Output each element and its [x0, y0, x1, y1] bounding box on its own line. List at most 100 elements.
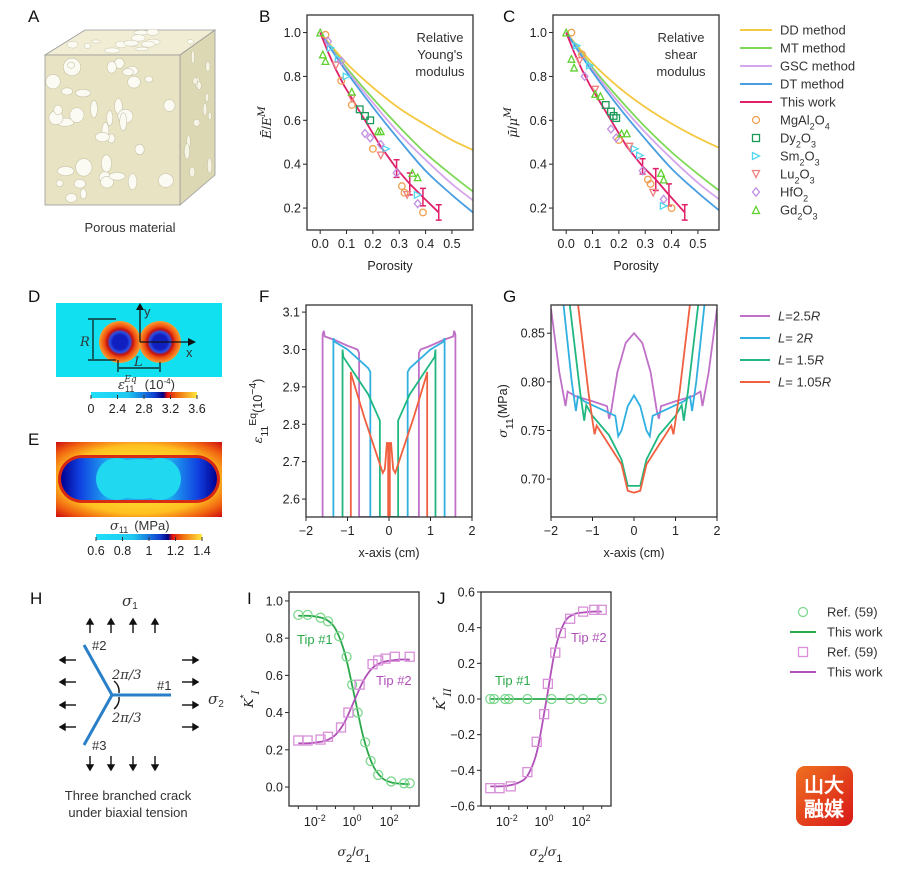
x-tick-label: 0.5: [443, 237, 460, 251]
label-part: Sm: [780, 149, 800, 164]
panel-letter-h: H: [30, 589, 42, 608]
pore: [73, 179, 86, 189]
label-part: σ: [529, 844, 538, 859]
legend-label: Ref. (59): [827, 645, 878, 660]
label-part: x-axis (cm): [358, 546, 419, 560]
data-point: [347, 87, 357, 96]
legend-moduli: DD method MT method GSC method DT method Thi…: [740, 23, 855, 222]
annotation-c-3: modulus: [656, 64, 706, 79]
watermark-text-1: 山大: [804, 773, 844, 797]
strain-colorbar-ticks: 0 2.4 2.8 3.2 3.6: [88, 395, 206, 416]
pore: [146, 28, 160, 36]
label-part: = 2: [785, 331, 803, 346]
annotation-j-tip2: Tip #2: [571, 630, 607, 645]
legend-label: Gd2O3: [780, 203, 818, 222]
data-point: [561, 27, 571, 37]
panel-letter-a: A: [28, 7, 40, 26]
label-part: ε: [250, 436, 265, 443]
data-point: [550, 647, 561, 658]
legend-marker-swatch: [751, 151, 761, 161]
error-bar: [652, 167, 659, 192]
arrow-head-icon: [128, 764, 138, 772]
series-line: [565, 32, 719, 200]
pore: [69, 107, 85, 123]
pore: [192, 77, 198, 85]
legend-marker-swatch: [751, 115, 761, 125]
data-point: [485, 693, 496, 705]
y-tick-label: 0.4: [266, 706, 283, 720]
label-part: I: [250, 689, 262, 695]
series-line: [321, 330, 457, 517]
data-point: [397, 182, 406, 191]
label-part: (MPa): [496, 384, 510, 418]
colorbar-tick-label: 0: [88, 402, 95, 416]
y-tick-label: 0.0: [266, 781, 283, 795]
label-part: 11: [259, 426, 271, 437]
pore: [189, 166, 196, 178]
data-point: [569, 62, 579, 72]
y-tick-label: 3.1: [283, 306, 300, 320]
pore: [127, 75, 141, 89]
arrow-head-icon: [150, 617, 160, 625]
series-line: [319, 32, 473, 193]
x-tick-label: −1: [340, 524, 354, 538]
tick-base: 10: [343, 815, 357, 829]
legend-label: Ref. (59): [827, 605, 878, 620]
arrow-head-icon: [58, 722, 66, 732]
legend-label: L=2.5R: [778, 309, 820, 324]
y-tick-label: 3.0: [283, 343, 300, 357]
x-tick-label: 0.2: [610, 237, 627, 251]
y-axis-label: σ11(MPa): [495, 384, 516, 437]
legend-label: MgAl2O4: [780, 113, 830, 132]
panel-letter-d: D: [28, 287, 40, 306]
pore: [60, 87, 74, 96]
x-tick-label: 0.0: [557, 237, 574, 251]
plot-area: [561, 27, 719, 221]
data-point: [555, 627, 566, 639]
series-line: [577, 305, 691, 494]
series-line: [565, 32, 719, 211]
crack-caption-line2: under biaxial tension: [68, 805, 187, 820]
y-tick-label: 0.75: [521, 424, 545, 438]
label-part: O: [815, 113, 825, 128]
data-point: [565, 613, 576, 624]
x-tick-label: 0.2: [364, 237, 381, 251]
data-point: [542, 678, 554, 689]
legend-marker-swatch: [797, 646, 809, 658]
charts: 0.0 0.1 0.2 0.3 0.4 0.5 0.2 0.4 0.6 0.8 1.0 Porosit…: [238, 14, 721, 865]
plot-frame: [552, 14, 720, 231]
pore: [207, 157, 213, 174]
plot-area: [485, 604, 607, 794]
data-point: [400, 188, 409, 197]
porous-material-caption: Porous material: [84, 220, 175, 235]
label-part: Lu: [780, 167, 794, 182]
data-point: [503, 693, 515, 705]
x-tick-label: 0.0: [311, 237, 328, 251]
y-tick-label: 0.70: [521, 473, 545, 487]
annotation-i-tip2: Tip #2: [376, 673, 412, 688]
x-tick-label: 0.5: [689, 237, 706, 251]
x-axis-label: Porosity: [613, 259, 659, 273]
axis-x-label: x: [186, 345, 193, 360]
chart-b: 0.0 0.1 0.2 0.3 0.4 0.5 0.2 0.4 0.6 0.8 1.0 Porosit…: [256, 14, 474, 273]
legend-label: L= 1.5R: [778, 353, 824, 368]
colorbar-tick-label: 3.2: [162, 402, 179, 416]
dim-r-label: R: [79, 335, 90, 350]
y-tick-label: 2.8: [283, 418, 300, 432]
label-part: 2: [538, 853, 544, 865]
y-axis-label: K*I: [238, 689, 262, 708]
data-point: [590, 85, 600, 95]
data-point: [667, 204, 676, 213]
y-tick-label: −0.6: [450, 800, 475, 814]
sigma2-label: σ2: [208, 690, 224, 710]
pore: [79, 188, 87, 200]
crack-caption-line1: Three branched crack: [65, 788, 192, 803]
annotations: Relative Young's modulus Relative shear …: [297, 30, 706, 688]
colorbar-tick-label: 3.6: [188, 402, 205, 416]
colorbar-tick-label: 2.8: [135, 402, 152, 416]
label-sub: 3: [810, 176, 815, 186]
label-part: 11: [504, 418, 516, 429]
legend-marker-swatch: [751, 133, 761, 143]
pore: [100, 176, 114, 189]
y-tick-label: −0.2: [450, 728, 475, 742]
